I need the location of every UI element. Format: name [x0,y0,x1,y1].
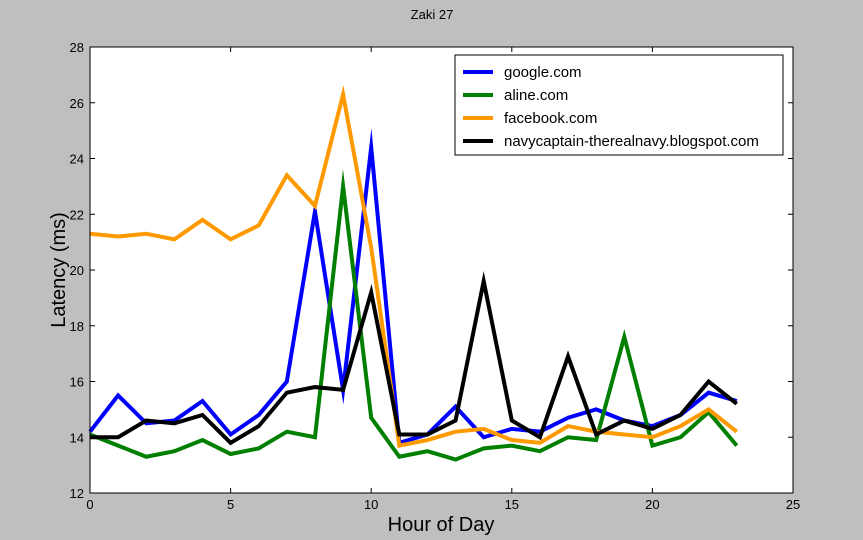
x-tick-label: 5 [227,497,234,512]
legend-label: facebook.com [504,110,597,127]
legend-label: navycaptain-therealnavy.blogspot.com [504,133,759,150]
legend-label: google.com [504,64,582,81]
series-line [90,271,739,446]
x-tick-label: 15 [505,497,519,512]
x-axis-label: Hour of Day [388,514,495,536]
y-tick-label: 28 [70,40,84,55]
y-tick-label: 26 [70,96,84,111]
y-tick-label: 20 [70,263,84,278]
series-layer [88,84,739,462]
series-line [89,169,739,462]
y-tick-label: 22 [70,207,84,222]
legend: google.com aline.com facebook.com navycapta… [454,54,784,156]
y-tick-label: 24 [70,152,84,167]
x-tick-label: 20 [645,497,659,512]
chart-title: Zaki 27 [411,7,454,22]
y-tick-label: 12 [70,486,84,501]
series-3 [89,271,739,446]
y-tick-label: 16 [70,375,84,390]
legend-box [454,54,784,156]
x-tick-label: 0 [86,497,93,512]
y-tick-label: 18 [70,319,84,334]
y-axis-label: Latency (ms) [48,212,70,328]
series-line [89,84,739,448]
series-2 [89,84,739,448]
y-tick-label: 14 [70,430,84,445]
legend-label: aline.com [504,87,568,104]
series-1 [89,169,739,462]
x-tick-label: 25 [786,497,800,512]
x-tick-label: 10 [364,497,378,512]
ticks-layer: 0 5 10 15 20 25 12 14 16 18 20 22 24 26 28 [70,40,801,512]
